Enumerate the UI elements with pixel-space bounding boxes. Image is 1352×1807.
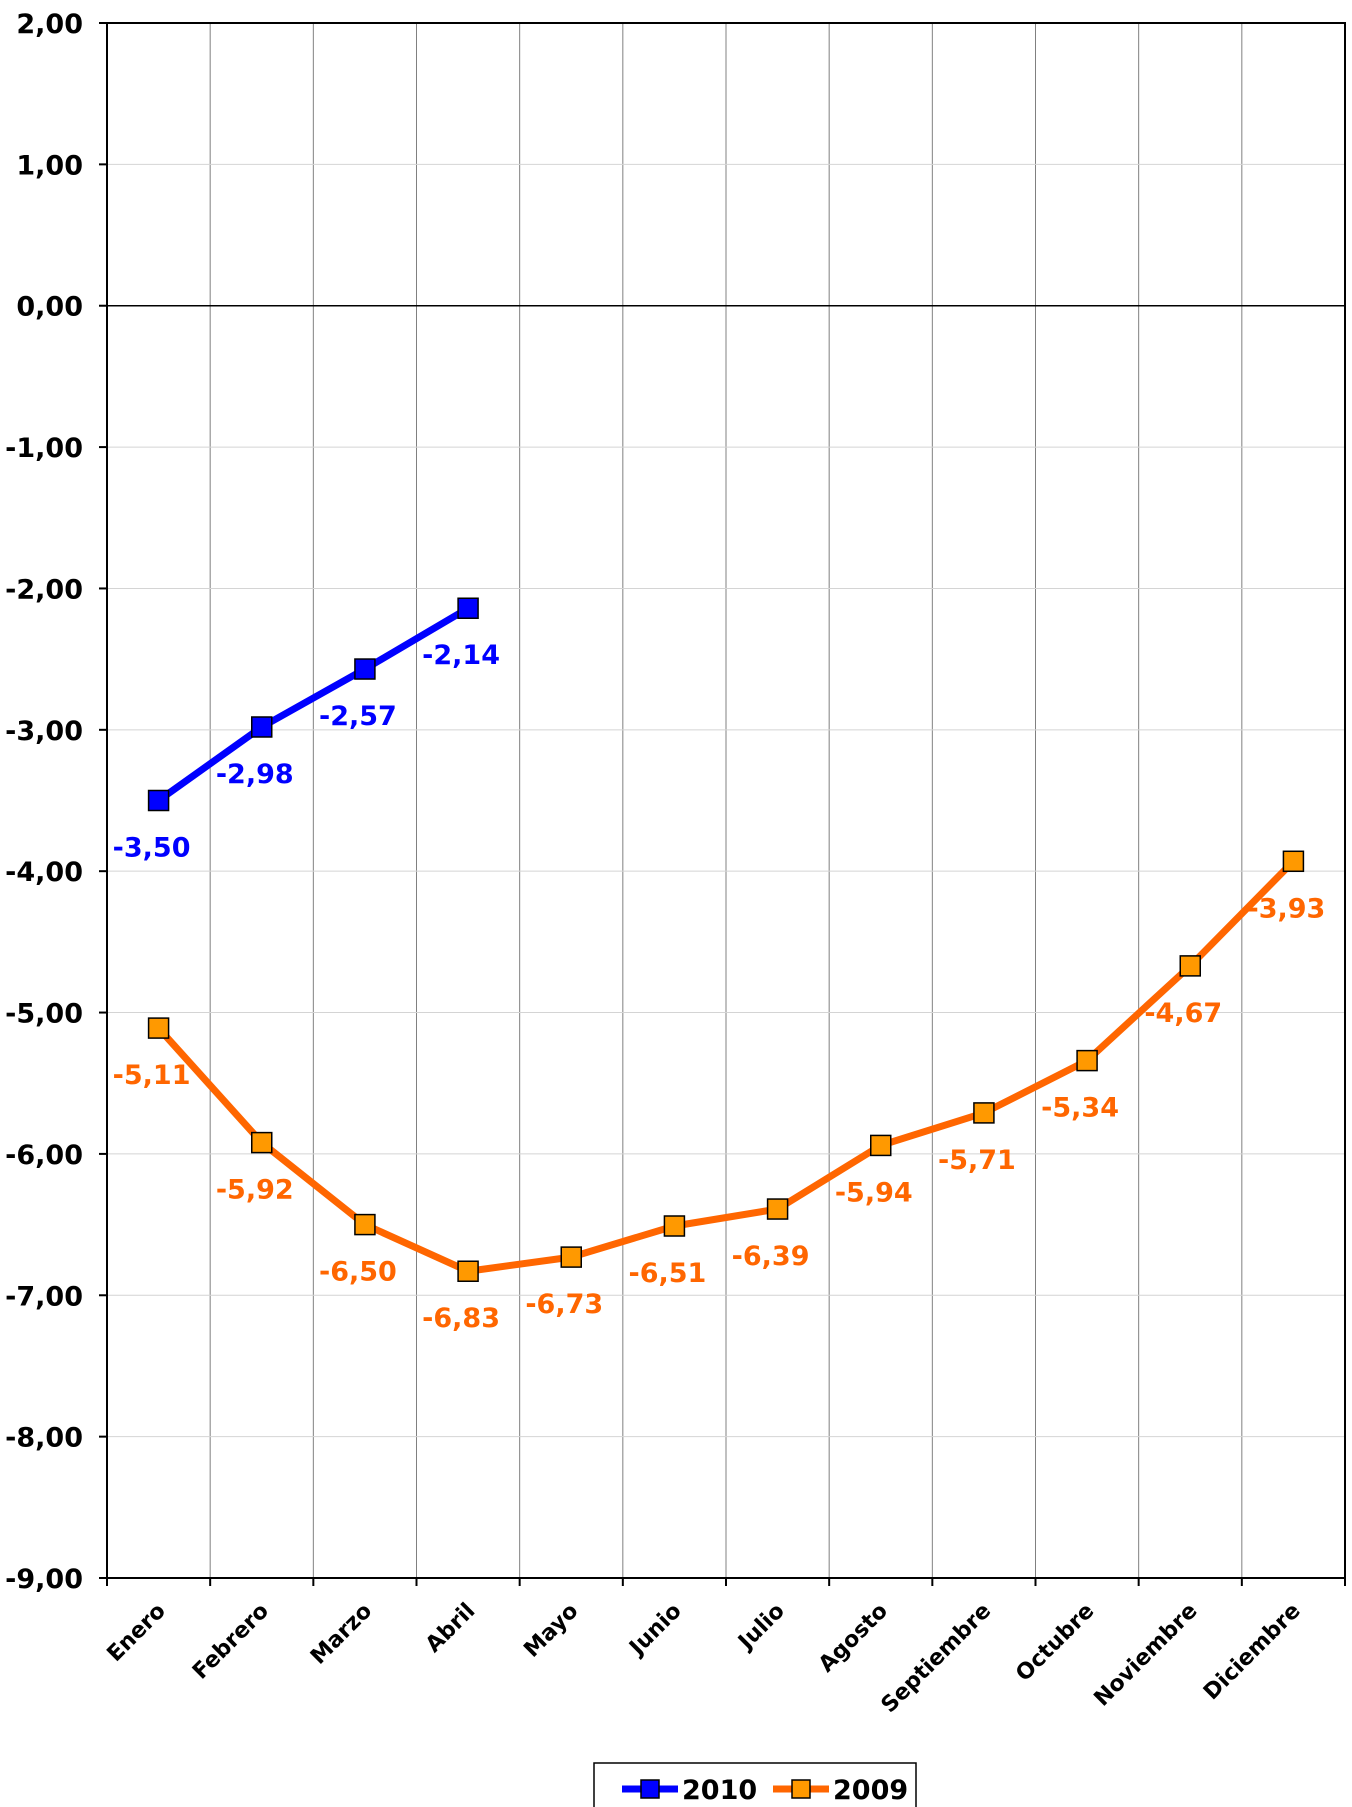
data-label-2010: -3,50 xyxy=(113,833,191,864)
x-category-label: Noviembre xyxy=(1090,1599,1203,1712)
data-label-2009: -6,83 xyxy=(422,1303,500,1334)
x-category-label: Octubre xyxy=(1011,1599,1099,1687)
y-tick-label: -5,00 xyxy=(5,999,83,1030)
data-point-2009 xyxy=(354,1213,376,1236)
data-point-2009 xyxy=(1282,850,1305,873)
data-point-2009 xyxy=(1179,955,1201,977)
series-line-2009 xyxy=(155,858,1296,1275)
y-tick-label: 0,00 xyxy=(16,292,83,323)
data-label-2009: -3,93 xyxy=(1248,893,1326,924)
data-point-2009 xyxy=(766,1198,789,1220)
x-category-label: Julio xyxy=(733,1599,790,1656)
data-label-2009: -5,94 xyxy=(835,1177,913,1208)
data-point-2009 xyxy=(663,1215,686,1237)
y-tick-label: -7,00 xyxy=(5,1281,83,1312)
data-point-2009 xyxy=(973,1102,995,1124)
y-tick-label: -6,00 xyxy=(5,1140,83,1171)
data-point-2010 xyxy=(457,597,479,619)
series-line-2010 xyxy=(156,605,470,804)
data-point-2010 xyxy=(354,658,376,680)
data-label-2010: -2,98 xyxy=(216,759,294,790)
legend-marker-2010 xyxy=(640,1779,660,1799)
x-category-label: Diciembre xyxy=(1199,1599,1306,1706)
data-label-2010: -2,14 xyxy=(422,640,500,671)
data-label-2009: -6,73 xyxy=(525,1289,603,1320)
data-label-2009: -5,11 xyxy=(113,1060,191,1091)
y-tick-label: -1,00 xyxy=(5,433,83,464)
y-tick-label: -9,00 xyxy=(5,1564,83,1595)
x-axis: Enero Febrero Marzo Abril Mayo Junio Julio Agos… xyxy=(103,1578,1346,1718)
y-tick-label: -2,00 xyxy=(5,574,83,605)
y-tick-label: -4,00 xyxy=(5,857,83,888)
x-category-label: Septiembre xyxy=(877,1599,996,1718)
data-label-2009: -6,50 xyxy=(319,1257,397,1288)
x-category-label: Febrero xyxy=(188,1599,274,1685)
data-point-2009 xyxy=(457,1260,479,1282)
legend-label-2010: 2010 xyxy=(682,1775,757,1806)
legend-marker-2009 xyxy=(791,1779,811,1799)
series-2010: -3,50 -2,98 -2,57 -2,14 xyxy=(113,597,500,864)
data-label-2010: -2,57 xyxy=(319,701,397,732)
y-axis: 2,00 1,00 0,00 -1,00 -2,00 -3,00 -4,00 -5,00 -6,… xyxy=(5,9,107,1595)
y-tick-label: 2,00 xyxy=(16,9,83,40)
x-category-label: Mayo xyxy=(519,1599,583,1663)
x-category-label: Agosto xyxy=(814,1599,893,1678)
data-label-2009: -5,71 xyxy=(938,1145,1016,1176)
data-point-2009 xyxy=(1076,1049,1098,1072)
data-label-2009: -5,34 xyxy=(1041,1093,1119,1124)
data-point-2009 xyxy=(147,1017,170,1039)
grid xyxy=(107,23,1345,1578)
data-label-2009: -5,92 xyxy=(216,1175,294,1206)
data-label-2009: -4,67 xyxy=(1144,998,1222,1029)
y-tick-label: 1,00 xyxy=(16,150,83,181)
x-category-label: Marzo xyxy=(306,1599,377,1670)
series-2009: -5,11 -5,92 -6,50 -6,83 -6,73 -6,51 -6,39 -5,94… xyxy=(113,850,1326,1334)
data-label-2009: -6,39 xyxy=(732,1241,810,1272)
data-label-2009: -6,51 xyxy=(629,1258,707,1289)
data-point-2009 xyxy=(251,1131,273,1154)
series-layer: -5,11 -5,92 -6,50 -6,83 -6,73 -6,51 -6,39 -5,94… xyxy=(113,597,1326,1334)
data-point-2010 xyxy=(251,716,273,738)
x-category-label: Junio xyxy=(624,1599,687,1662)
data-point-2009 xyxy=(560,1246,582,1268)
y-tick-label: -8,00 xyxy=(5,1423,83,1454)
legend: 2010 2009 xyxy=(593,1762,917,1807)
data-point-2009 xyxy=(870,1134,892,1157)
y-tick-label: -3,00 xyxy=(5,716,83,747)
data-point-2010 xyxy=(147,789,170,812)
x-category-label: Enero xyxy=(103,1599,171,1667)
x-category-label: Abril xyxy=(421,1599,480,1658)
legend-label-2009: 2009 xyxy=(833,1775,908,1806)
